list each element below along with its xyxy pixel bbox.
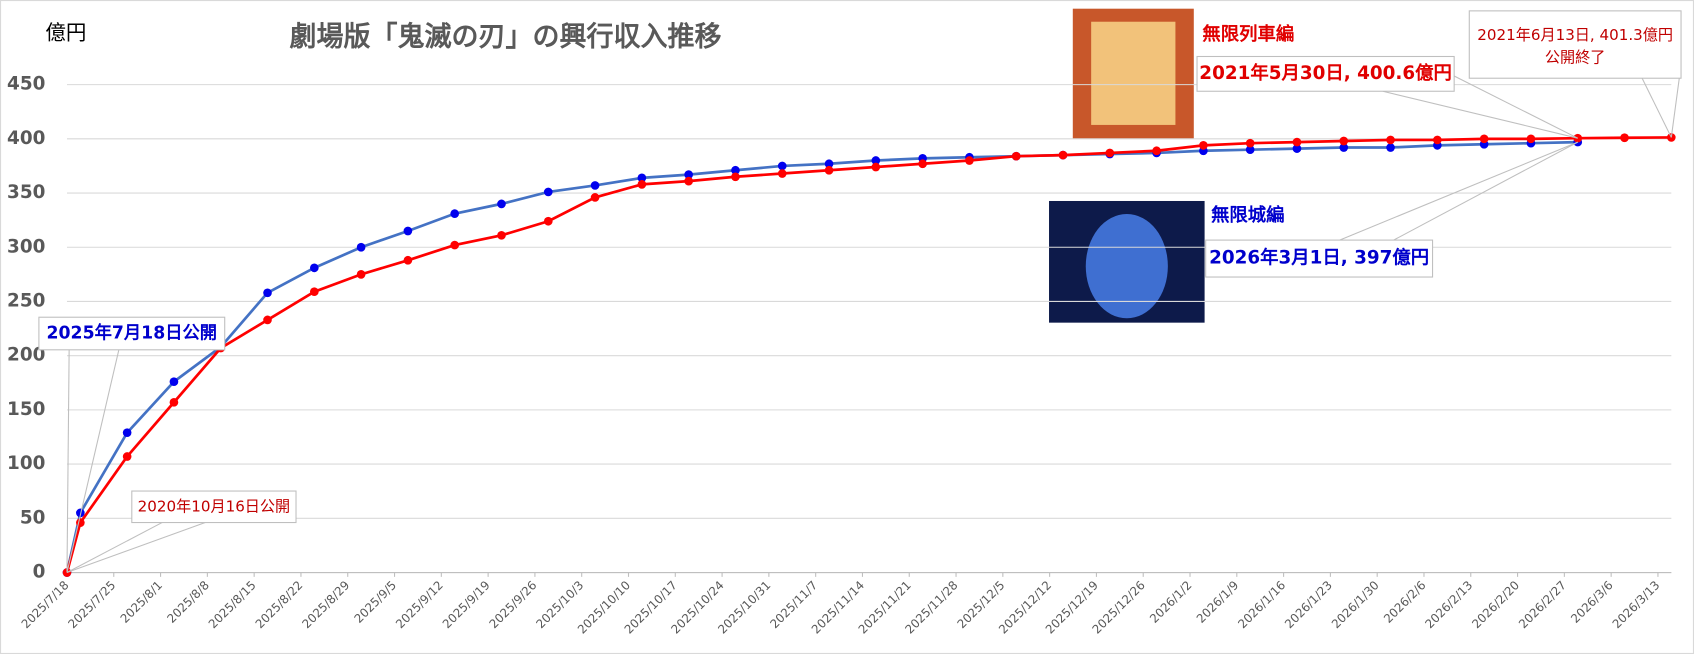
series-line	[65, 136, 1672, 573]
data-point	[684, 176, 693, 186]
data-point	[1339, 136, 1349, 146]
callout-box	[1468, 10, 1682, 79]
callout-box	[1196, 55, 1455, 92]
callout-label: 2020年10月16日公開	[138, 497, 291, 515]
data-point	[403, 255, 413, 265]
callout-leader	[1393, 141, 1578, 241]
data-point	[1339, 143, 1349, 152]
data-point	[1479, 134, 1489, 144]
data-point	[543, 216, 553, 226]
data-point	[918, 159, 927, 169]
data-point	[1292, 144, 1302, 153]
data-point	[777, 169, 787, 178]
data-point	[309, 263, 319, 273]
callout-leader	[66, 522, 163, 574]
callout-leader	[1641, 77, 1672, 138]
data-point	[450, 209, 460, 218]
callout-box	[38, 316, 226, 351]
data-point	[1245, 145, 1255, 155]
callout-leader	[66, 349, 120, 573]
data-point	[1386, 143, 1395, 152]
data-point	[356, 270, 366, 279]
callout-box	[131, 490, 297, 524]
data-point	[356, 242, 366, 252]
callout-box	[1205, 239, 1434, 278]
callout-label: 2025年7月18日公開	[47, 322, 218, 343]
data-point	[1292, 137, 1302, 147]
y-tick-label: 300	[7, 236, 45, 257]
y-tick-label: 100	[7, 453, 45, 474]
poster-image-detail	[1085, 214, 1168, 319]
data-point	[450, 240, 460, 250]
callout-label: 公開終了	[1545, 48, 1605, 66]
data-point	[169, 377, 179, 387]
data-point	[1433, 135, 1442, 145]
data-point	[1152, 146, 1161, 156]
data-point	[169, 397, 179, 407]
data-point	[497, 199, 506, 209]
y-axis-label: 億円	[45, 21, 86, 45]
data-point	[497, 230, 506, 240]
data-point	[1386, 135, 1395, 145]
y-tick-label: 400	[7, 128, 45, 149]
data-point	[777, 161, 787, 171]
data-point	[824, 165, 834, 175]
y-tick-label: 450	[7, 74, 45, 95]
poster-image-detail	[1091, 21, 1176, 125]
data-point	[76, 518, 85, 527]
data-point	[871, 156, 881, 165]
y-tick-label: 250	[7, 290, 45, 311]
data-point	[1526, 134, 1536, 144]
data-point	[122, 428, 132, 438]
series-label: 無限列車編	[1202, 23, 1294, 45]
data-point	[543, 187, 553, 197]
data-point	[1620, 133, 1629, 143]
y-tick-label: 0	[33, 561, 46, 582]
data-point	[637, 180, 647, 189]
y-tick-label: 50	[20, 507, 46, 528]
data-point	[684, 170, 693, 179]
callout-label: 2021年6月13日, 401.3億円	[1477, 26, 1673, 44]
data-point	[731, 172, 740, 182]
data-point	[1011, 151, 1021, 161]
callout-leader	[66, 349, 70, 573]
data-point	[731, 165, 740, 175]
data-point	[403, 226, 413, 236]
data-point	[1245, 138, 1255, 148]
callout-leader	[1339, 141, 1578, 241]
callout-leader	[1382, 90, 1578, 139]
callout-label: 2021年5月30日, 400.6億円	[1199, 62, 1452, 84]
data-point	[1573, 133, 1583, 143]
data-point	[637, 173, 647, 183]
callout-leader	[1453, 75, 1578, 139]
data-point	[965, 156, 974, 165]
data-point	[263, 288, 272, 298]
y-tick-label: 200	[7, 345, 45, 366]
callout-label: 2026年3月1日, 397億円	[1209, 247, 1429, 269]
callout-leader	[66, 522, 206, 574]
data-point	[122, 452, 132, 461]
data-point	[871, 162, 881, 172]
data-point	[263, 315, 272, 325]
data-point	[824, 159, 834, 169]
data-point	[309, 287, 319, 297]
y-tick-label: 150	[7, 399, 45, 420]
data-point	[1105, 148, 1115, 158]
data-point	[590, 181, 600, 190]
data-point	[1199, 140, 1208, 150]
chart-title: 劇場版「鬼滅の刃」の興行収入推移	[290, 20, 722, 52]
data-point	[1058, 150, 1068, 160]
series-label: 無限城編	[1211, 204, 1284, 226]
y-tick-label: 350	[7, 182, 45, 203]
data-point	[590, 193, 600, 202]
series-line	[65, 140, 1578, 573]
